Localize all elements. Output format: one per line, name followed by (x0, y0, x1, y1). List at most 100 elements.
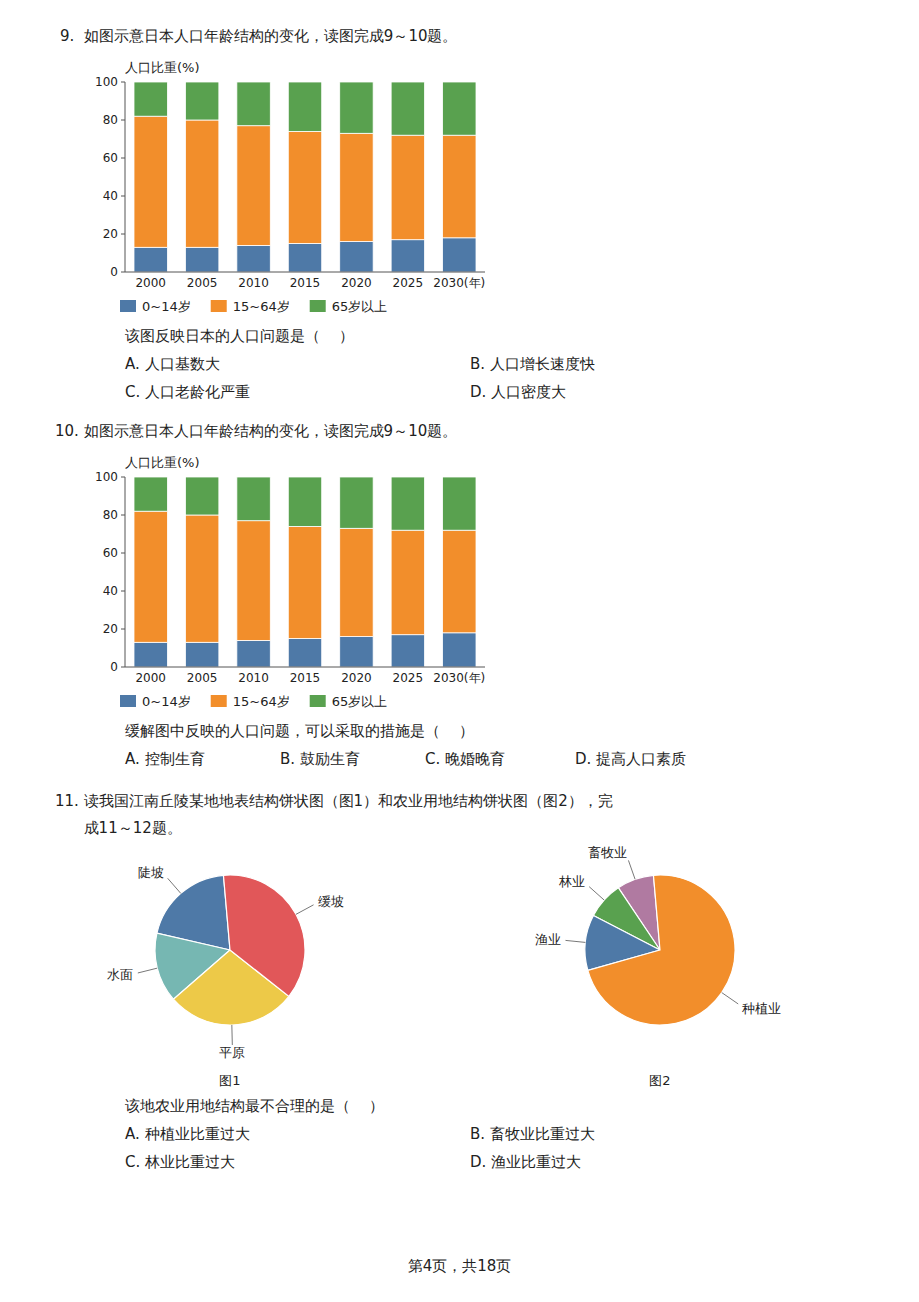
annotation: 成11～12题。 (55, 819, 182, 837)
bar (391, 135, 424, 240)
legend-swatch (211, 695, 227, 707)
bar (391, 635, 424, 667)
legend-label: 65岁以上 (332, 299, 388, 314)
bar (443, 530, 476, 633)
y-tick (121, 120, 125, 121)
annotation: 该地农业用地结构最不合理的是（ ） (125, 1097, 384, 1115)
legend: 0~14岁 15~64岁 65岁以上 (120, 299, 387, 314)
bar (443, 135, 476, 238)
y-tick (121, 629, 125, 630)
chart-title: 图1 (219, 1073, 240, 1088)
bar-chart: 0204060801002000200520102015202020252030… (95, 60, 485, 314)
annotation: D. 渔业比重过大 (470, 1153, 581, 1171)
slice-label: 平原 (219, 1045, 245, 1060)
bar (185, 120, 218, 247)
legend-label: 15~64岁 (233, 299, 290, 314)
x-tick-label: 2010 (238, 671, 269, 685)
slice-label: 畜牧业 (588, 845, 627, 860)
leader-line (296, 905, 314, 915)
background (0, 0, 919, 1302)
y-tick-label: 20 (103, 622, 118, 636)
y-tick-label: 40 (103, 584, 118, 598)
bar (288, 477, 321, 526)
y-tick (121, 82, 125, 83)
leader-line (231, 1025, 232, 1045)
annotation: 10. 如图示意日本人口年龄结构的变化，读图完成9～10题。 (55, 422, 457, 440)
leader-line (628, 860, 635, 879)
legend-label: 0~14岁 (142, 299, 191, 314)
slice-label: 水面 (107, 967, 133, 982)
bar (185, 642, 218, 667)
bar (237, 126, 270, 246)
bar (134, 477, 167, 511)
bar (340, 242, 373, 272)
leader-line (565, 940, 585, 942)
y-axis-label: 人口比重(%) (125, 60, 200, 75)
y-tick-label: 0 (110, 660, 118, 674)
annotation: C. 人口老龄化严重 (125, 383, 250, 401)
bar (443, 633, 476, 667)
slice-label: 种植业 (742, 1001, 781, 1016)
x-tick-label: 2005 (187, 276, 218, 290)
bar-chart: 0204060801002000200520102015202020252030… (95, 455, 485, 709)
slice-label: 林业 (558, 874, 585, 889)
y-axis (125, 477, 126, 667)
legend-swatch (120, 300, 136, 312)
annotation: 缓解图中反映的人口问题，可以采取的措施是（ ） (125, 722, 474, 740)
y-tick (121, 158, 125, 159)
annotation: A. 人口基数大 (125, 355, 220, 373)
legend-swatch (120, 695, 136, 707)
legend: 0~14岁15~64岁65岁以上 (120, 694, 387, 709)
y-tick-label: 40 (103, 189, 118, 203)
annotation: B. 人口增长速度快 (470, 355, 595, 373)
bar (134, 116, 167, 247)
legend-label: 15~64岁 (233, 694, 290, 709)
x-tick-label: 2030(年) (433, 671, 485, 685)
y-tick (121, 477, 125, 478)
y-tick-label: 80 (103, 508, 118, 522)
y-tick-label: 0 (110, 265, 118, 279)
leader-line (168, 878, 181, 893)
y-tick-label: 100 (95, 75, 118, 89)
bar (340, 82, 373, 133)
pie-slice (223, 875, 305, 996)
x-tick-label: 2025 (393, 671, 424, 685)
bar (340, 528, 373, 636)
leader-line (722, 993, 738, 1004)
x-axis (125, 272, 485, 273)
bar (443, 238, 476, 272)
bar (391, 82, 424, 135)
leader-line (589, 887, 604, 900)
bar (288, 639, 321, 668)
bar (288, 131, 321, 243)
y-tick-label: 80 (103, 113, 118, 127)
bar (391, 530, 424, 635)
x-tick-label: 2000 (135, 671, 166, 685)
y-tick-label: 100 (95, 470, 118, 484)
y-tick (121, 591, 125, 592)
annotation: B. 鼓励生育 (280, 750, 360, 768)
bar (237, 640, 270, 667)
y-tick (121, 272, 125, 273)
legend-label: 0~14岁 (142, 694, 191, 709)
y-tick-label: 60 (103, 546, 118, 560)
x-tick-label: 2010 (238, 276, 269, 290)
bars (134, 477, 476, 667)
x-tick-label: 2015 (290, 671, 321, 685)
y-tick-label: 20 (103, 227, 118, 241)
chart-title: 图2 (649, 1073, 670, 1088)
x-tick-label: 2015 (290, 276, 321, 290)
bar (134, 642, 167, 667)
bar (340, 133, 373, 241)
pie-chart: 陡坡水面平原缓坡图1 (107, 865, 344, 1088)
y-axis-label: 人口比重(%) (125, 455, 200, 470)
bar (237, 521, 270, 641)
x-tick-label: 2025 (393, 276, 424, 290)
bar (443, 477, 476, 530)
bar (134, 511, 167, 642)
y-tick (121, 234, 125, 235)
annotation: A. 控制生育 (125, 750, 205, 768)
x-tick-label: 2000 (135, 276, 166, 290)
y-axis (125, 82, 126, 272)
y-tick (121, 667, 125, 668)
